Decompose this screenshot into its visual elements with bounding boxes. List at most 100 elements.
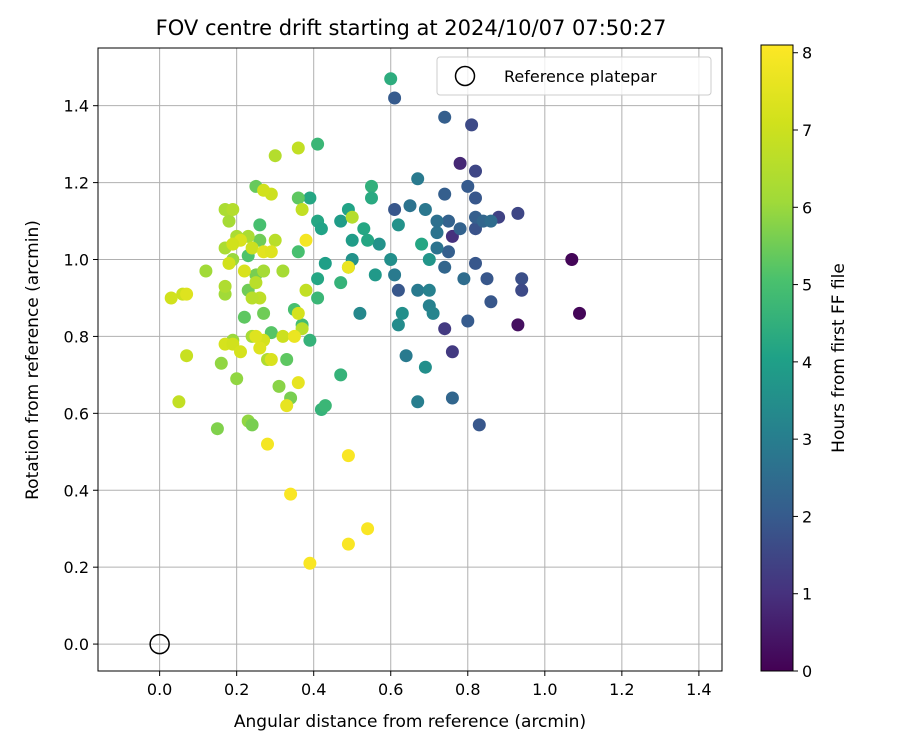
data-point xyxy=(368,268,382,282)
data-point xyxy=(480,272,494,286)
data-point xyxy=(276,329,290,343)
data-point xyxy=(280,353,294,366)
data-point xyxy=(372,237,386,251)
colorbar-tick-label: 1 xyxy=(802,585,812,604)
data-point xyxy=(264,353,278,366)
legend-reference-marker xyxy=(454,65,476,87)
data-point xyxy=(341,449,355,463)
data-point xyxy=(388,91,402,105)
data-point xyxy=(172,395,186,409)
y-tick-label: 0.0 xyxy=(64,635,89,654)
data-point xyxy=(403,199,417,213)
data-point xyxy=(430,226,444,240)
data-point xyxy=(484,214,498,228)
data-point xyxy=(411,283,425,297)
colorbar: 0 1 2 3 4 5 6 7 8 Hours from first FF file xyxy=(760,44,849,681)
data-point xyxy=(180,287,194,301)
y-tick-label: 1.0 xyxy=(64,251,89,270)
colorbar-gradient xyxy=(760,44,794,672)
data-point xyxy=(391,283,405,297)
data-point xyxy=(399,349,413,363)
data-point xyxy=(365,191,378,205)
data-point xyxy=(515,283,529,297)
colorbar-label: Hours from first FF file xyxy=(829,263,849,453)
data-point xyxy=(303,333,317,347)
data-point xyxy=(345,233,359,247)
data-point xyxy=(234,345,247,359)
colorbar-ticks: 0 1 2 3 4 5 6 7 8 xyxy=(793,44,812,681)
data-point xyxy=(442,214,455,228)
data-point xyxy=(299,283,313,297)
data-point xyxy=(180,349,194,363)
data-point xyxy=(345,210,359,224)
data-point xyxy=(261,437,274,451)
data-point xyxy=(257,306,271,320)
data-point xyxy=(418,203,432,216)
data-point xyxy=(222,256,236,270)
data-point xyxy=(284,487,298,501)
y-axis-label: Rotation from reference (arcmin) xyxy=(23,220,43,500)
data-point xyxy=(438,322,452,336)
x-axis-ticks: 0.0 0.2 0.4 0.6 0.8 1.0 1.2 1.4 xyxy=(147,671,712,699)
data-point xyxy=(511,318,525,332)
data-point xyxy=(299,233,313,247)
data-point xyxy=(257,264,271,278)
legend: Reference platepar xyxy=(436,56,712,96)
y-tick-label: 0.8 xyxy=(64,327,89,346)
data-point xyxy=(391,218,405,232)
data-point xyxy=(395,306,409,320)
plot-area xyxy=(97,47,723,672)
data-point xyxy=(341,537,355,551)
y-tick-label: 1.4 xyxy=(64,97,89,116)
data-point xyxy=(291,141,305,155)
data-point xyxy=(391,318,405,332)
legend-reference-label: Reference platepar xyxy=(504,67,657,86)
colorbar-tick-label: 3 xyxy=(802,430,812,449)
x-tick-label: 0.4 xyxy=(301,680,326,699)
data-point xyxy=(253,218,267,232)
colorbar-tick-label: 7 xyxy=(802,121,812,140)
data-point xyxy=(268,233,282,247)
data-point xyxy=(303,191,317,205)
data-point xyxy=(469,191,482,205)
data-point xyxy=(445,345,459,359)
data-point xyxy=(426,306,440,320)
data-point xyxy=(237,310,251,324)
data-point xyxy=(218,279,232,293)
y-tick-label: 0.6 xyxy=(64,404,89,423)
data-point xyxy=(311,291,325,305)
data-point xyxy=(573,306,586,320)
data-point xyxy=(453,222,467,236)
data-point xyxy=(237,264,251,278)
x-tick-label: 0.2 xyxy=(224,680,249,699)
x-tick-label: 0.6 xyxy=(378,680,403,699)
data-point xyxy=(226,203,240,216)
colorbar-tick-label: 4 xyxy=(802,353,812,372)
data-point xyxy=(472,418,486,432)
data-point xyxy=(422,283,436,297)
data-point xyxy=(430,241,444,255)
data-point xyxy=(461,314,475,328)
colorbar-tick-label: 0 xyxy=(802,662,812,681)
data-point xyxy=(222,214,236,228)
y-tick-label: 0.2 xyxy=(64,558,89,577)
data-point xyxy=(210,422,224,436)
data-points xyxy=(164,72,586,570)
data-point xyxy=(415,237,429,251)
data-point xyxy=(361,522,375,536)
y-tick-label: 1.2 xyxy=(64,174,89,193)
data-point xyxy=(291,191,305,205)
data-point xyxy=(311,272,325,286)
data-point xyxy=(565,253,579,266)
data-point xyxy=(353,306,367,320)
data-point xyxy=(365,179,378,193)
reference-marker xyxy=(149,633,170,655)
data-point xyxy=(422,253,436,266)
data-point xyxy=(276,264,290,278)
colorbar-tick-label: 6 xyxy=(802,198,812,217)
data-point xyxy=(361,233,375,247)
data-point xyxy=(245,418,259,432)
data-point xyxy=(515,272,529,286)
data-point xyxy=(303,556,317,570)
legend-box xyxy=(436,56,712,96)
